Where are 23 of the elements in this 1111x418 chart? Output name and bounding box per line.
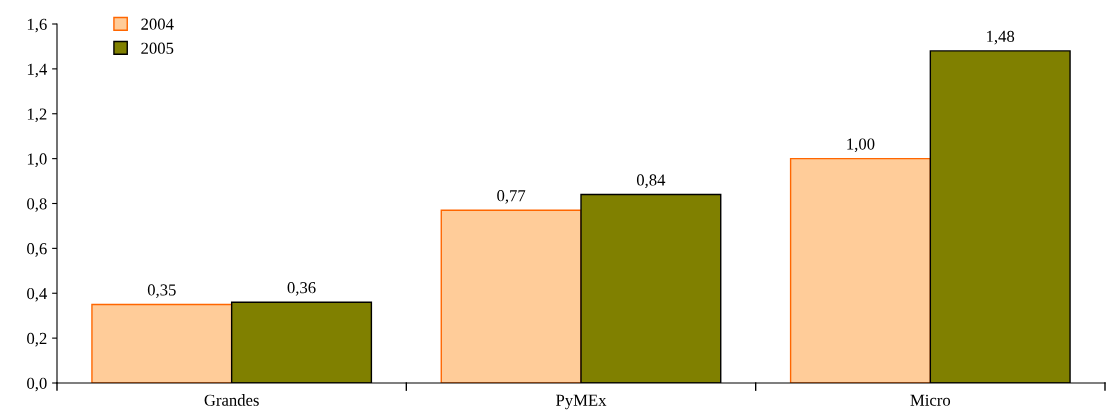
y-tick-label: 0,2 <box>27 332 47 347</box>
y-tick-label: 1,0 <box>27 153 47 167</box>
legend-label: 2004 <box>141 18 174 30</box>
data-label: 1,48 <box>987 30 1015 45</box>
x-tick-label: Micro <box>910 394 951 406</box>
y-tick-label: 1,4 <box>27 63 48 78</box>
data-label: 1,00 <box>847 138 875 153</box>
bar <box>789 157 932 383</box>
data-label: 0,77 <box>497 190 526 204</box>
y-tick-label: 0,8 <box>27 198 47 212</box>
legend-label: 2005 <box>141 42 174 54</box>
y-tick-label: 0,6 <box>27 243 47 257</box>
data-label: 0,36 <box>287 282 316 296</box>
y-tick-label: 1,6 <box>27 18 47 33</box>
x-tick-label: PyMEx <box>556 394 607 410</box>
data-label: 0,35 <box>147 284 176 298</box>
y-tick-label: 1,2 <box>27 108 47 123</box>
bar <box>91 303 233 383</box>
data-label: 0,84 <box>636 174 666 188</box>
x-tick-label: Grandes <box>204 394 259 406</box>
y-tick-label: 0,0 <box>27 377 47 392</box>
y-tick-label: 0,4 <box>27 287 48 302</box>
bar <box>440 209 582 383</box>
